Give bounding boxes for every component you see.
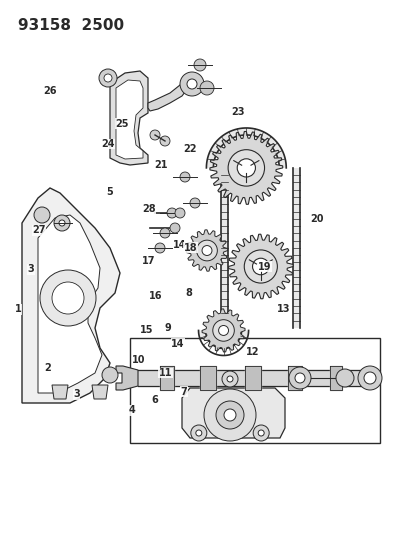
Circle shape — [52, 282, 84, 314]
Circle shape — [237, 159, 255, 177]
Polygon shape — [221, 168, 228, 328]
Text: 27: 27 — [33, 225, 46, 235]
Polygon shape — [209, 132, 282, 204]
Circle shape — [170, 223, 180, 233]
Text: 2: 2 — [44, 363, 51, 373]
Text: 26: 26 — [43, 86, 56, 95]
Circle shape — [99, 69, 117, 87]
Circle shape — [180, 172, 190, 182]
Text: 16: 16 — [148, 291, 161, 301]
Circle shape — [288, 367, 310, 389]
Text: 13: 13 — [276, 304, 290, 314]
Text: 10: 10 — [132, 355, 145, 365]
Circle shape — [175, 208, 185, 218]
Text: 6: 6 — [152, 395, 158, 405]
Polygon shape — [202, 309, 244, 352]
Circle shape — [166, 208, 177, 218]
Text: 17: 17 — [142, 256, 155, 266]
Text: 7: 7 — [180, 387, 187, 397]
Circle shape — [40, 270, 96, 326]
Circle shape — [195, 430, 201, 436]
Circle shape — [199, 81, 214, 95]
Circle shape — [212, 320, 234, 341]
Text: 12: 12 — [245, 347, 259, 357]
Circle shape — [54, 215, 70, 231]
Circle shape — [150, 130, 159, 140]
Polygon shape — [206, 128, 285, 168]
Circle shape — [226, 376, 233, 382]
Circle shape — [187, 79, 197, 89]
Polygon shape — [147, 78, 190, 111]
Circle shape — [159, 228, 170, 238]
Text: 14: 14 — [171, 339, 184, 349]
Text: 15: 15 — [140, 326, 153, 335]
Text: 8: 8 — [185, 288, 191, 298]
Polygon shape — [186, 230, 227, 271]
Circle shape — [34, 207, 50, 223]
Circle shape — [190, 198, 199, 208]
Polygon shape — [228, 234, 292, 299]
Text: 1: 1 — [15, 304, 22, 314]
Text: 11: 11 — [159, 368, 172, 378]
Circle shape — [335, 369, 353, 387]
Polygon shape — [292, 168, 299, 328]
Circle shape — [190, 425, 206, 441]
Polygon shape — [38, 215, 102, 393]
Circle shape — [252, 258, 268, 275]
Text: 24: 24 — [101, 139, 114, 149]
Polygon shape — [116, 80, 142, 159]
Circle shape — [223, 409, 235, 421]
Polygon shape — [116, 366, 138, 390]
Text: 22: 22 — [183, 144, 197, 154]
Text: 3: 3 — [73, 390, 80, 399]
Text: 93158  2500: 93158 2500 — [18, 18, 124, 33]
Circle shape — [202, 246, 211, 255]
Text: 3: 3 — [28, 264, 34, 274]
Polygon shape — [182, 388, 284, 438]
Text: 21: 21 — [154, 160, 168, 170]
Polygon shape — [110, 71, 147, 165]
Circle shape — [228, 150, 264, 186]
Text: 20: 20 — [309, 214, 323, 223]
Circle shape — [363, 372, 375, 384]
Text: 9: 9 — [164, 323, 171, 333]
Bar — [130, 338, 379, 443]
Text: 28: 28 — [142, 204, 155, 214]
Circle shape — [357, 366, 381, 390]
Text: 23: 23 — [231, 107, 244, 117]
Text: 25: 25 — [115, 119, 128, 128]
Text: 5: 5 — [106, 187, 113, 197]
Circle shape — [154, 243, 165, 253]
Text: 14: 14 — [173, 240, 186, 250]
Text: 19: 19 — [258, 262, 271, 271]
Circle shape — [216, 401, 243, 429]
Text: 4: 4 — [129, 406, 135, 415]
Circle shape — [196, 240, 217, 261]
Polygon shape — [92, 385, 108, 399]
Polygon shape — [52, 385, 68, 399]
Circle shape — [194, 59, 206, 71]
Polygon shape — [198, 330, 248, 356]
Circle shape — [294, 373, 304, 383]
Circle shape — [253, 425, 268, 441]
Circle shape — [180, 72, 204, 96]
Circle shape — [204, 389, 255, 441]
Circle shape — [258, 430, 263, 436]
Circle shape — [244, 250, 277, 283]
Polygon shape — [22, 188, 120, 403]
Circle shape — [104, 74, 112, 82]
Circle shape — [102, 367, 118, 383]
Circle shape — [218, 326, 228, 335]
Text: 18: 18 — [183, 243, 197, 253]
Circle shape — [159, 136, 170, 146]
Circle shape — [221, 371, 237, 387]
Circle shape — [59, 220, 65, 226]
